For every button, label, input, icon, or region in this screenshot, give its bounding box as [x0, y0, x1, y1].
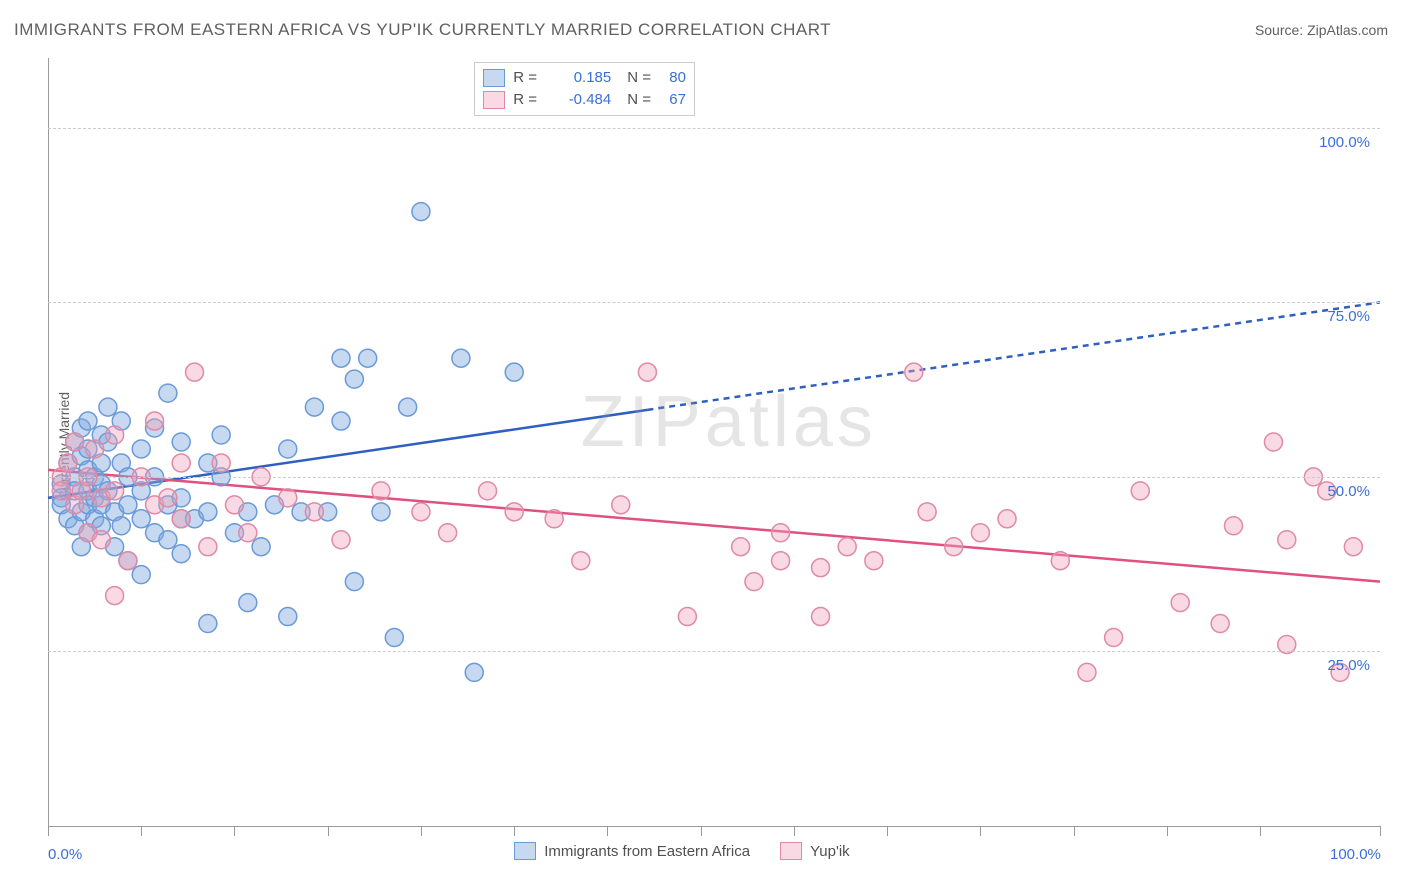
legend-correlation-box: R = 0.185 N = 80 R = -0.484 N = 67 [474, 62, 695, 116]
x-tick-mark [794, 826, 795, 836]
legend-item-series2: Yup'ik [780, 842, 850, 860]
x-tick-mark [607, 826, 608, 836]
r-label: R = [513, 89, 543, 111]
n-value-series2: 67 [669, 89, 686, 111]
x-tick-label: 0.0% [48, 846, 82, 863]
grid-line [48, 651, 1380, 652]
x-tick-mark [234, 826, 235, 836]
n-label: N = [627, 67, 661, 89]
source-name: ZipAtlas.com [1307, 22, 1388, 38]
x-tick-mark [141, 826, 142, 836]
y-tick-label: 25.0% [1310, 657, 1370, 674]
grid-line [48, 302, 1380, 303]
x-tick-mark [701, 826, 702, 836]
grid-line [48, 128, 1380, 129]
source-prefix: Source: [1255, 22, 1307, 38]
x-tick-label: 100.0% [1330, 846, 1381, 863]
legend-row-series1: R = 0.185 N = 80 [483, 67, 686, 89]
plot-area [48, 58, 1380, 826]
x-tick-mark [48, 826, 49, 836]
x-tick-mark [1167, 826, 1168, 836]
swatch-series2 [483, 91, 505, 109]
source-attribution: Source: ZipAtlas.com [1255, 22, 1388, 38]
r-value-series2: -0.484 [551, 89, 611, 111]
n-label: N = [627, 89, 661, 111]
x-tick-mark [1074, 826, 1075, 836]
swatch-series1 [514, 842, 536, 860]
legend-row-series2: R = -0.484 N = 67 [483, 89, 686, 111]
x-tick-mark [1380, 826, 1381, 836]
y-tick-label: 75.0% [1310, 308, 1370, 325]
x-tick-mark [514, 826, 515, 836]
r-label: R = [513, 67, 543, 89]
swatch-series2 [780, 842, 802, 860]
x-tick-mark [1260, 826, 1261, 836]
y-tick-label: 50.0% [1310, 483, 1370, 500]
n-value-series1: 80 [669, 67, 686, 89]
legend-item-series1: Immigrants from Eastern Africa [514, 842, 750, 860]
x-tick-mark [887, 826, 888, 836]
legend-label-series2: Yup'ik [810, 843, 850, 860]
chart-container: IMMIGRANTS FROM EASTERN AFRICA VS YUP'IK… [0, 0, 1406, 892]
x-tick-mark [980, 826, 981, 836]
legend-label-series1: Immigrants from Eastern Africa [544, 843, 750, 860]
x-tick-mark [328, 826, 329, 836]
r-value-series1: 0.185 [551, 67, 611, 89]
y-tick-label: 100.0% [1310, 134, 1370, 151]
grid-line [48, 477, 1380, 478]
legend-series-box: Immigrants from Eastern Africa Yup'ik [514, 842, 849, 860]
chart-title: IMMIGRANTS FROM EASTERN AFRICA VS YUP'IK… [14, 20, 831, 40]
x-tick-mark [421, 826, 422, 836]
swatch-series1 [483, 69, 505, 87]
